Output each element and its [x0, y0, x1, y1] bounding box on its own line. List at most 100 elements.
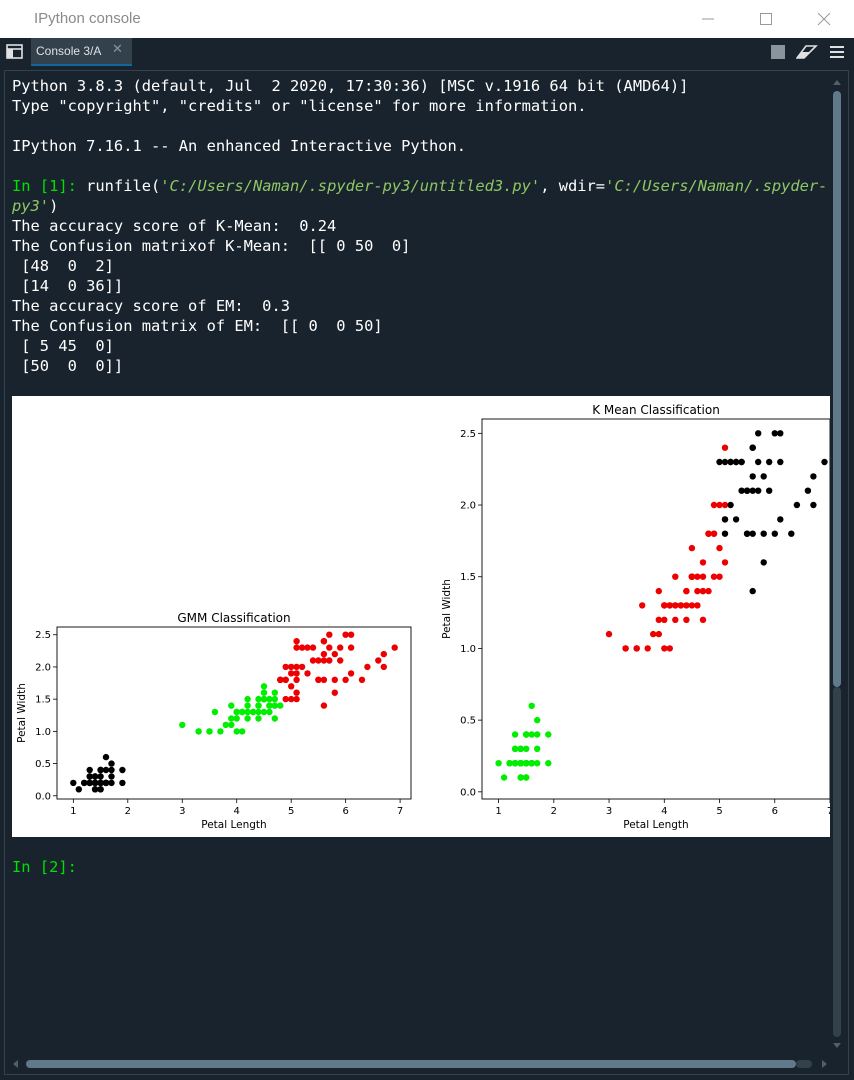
- scatter-point-red: [282, 676, 289, 683]
- scatter-point-red: [364, 663, 371, 671]
- scatter-point-red: [298, 663, 306, 671]
- scatter-point-black: [108, 773, 115, 780]
- y-tick-label: 0.0: [460, 787, 476, 798]
- x-tick-label: 7: [397, 806, 403, 817]
- scatter-point-green: [233, 708, 240, 716]
- scatter-point-black: [804, 487, 812, 494]
- scatter-point-green: [523, 774, 530, 781]
- scatter-point-red: [326, 657, 333, 664]
- y-axis-label: Petal Width: [16, 683, 28, 743]
- banner-line: IPython 7.16.1 -- An enhanced Interactiv…: [12, 137, 467, 155]
- scatter-point-red: [331, 650, 338, 658]
- scatter-point-black: [102, 766, 110, 774]
- scatter-point-green: [255, 708, 262, 716]
- x-tick-label: 4: [234, 806, 240, 817]
- points-group: [495, 430, 828, 781]
- plot-frame: [56, 626, 412, 800]
- scatter-point-black: [108, 779, 115, 787]
- scatter-point-red: [633, 645, 640, 652]
- x-axis-label: Petal Length: [623, 819, 688, 831]
- tab-console-3a[interactable]: Console 3/A ✕: [31, 38, 132, 66]
- scatter-point-green: [255, 702, 262, 709]
- scatter-point-green: [523, 745, 530, 752]
- scatter-point-red: [309, 657, 317, 664]
- scatter-point-red: [391, 644, 398, 651]
- scatter-point-green: [233, 715, 240, 722]
- scatter-point-red: [672, 602, 679, 609]
- scatter-point-black: [86, 773, 93, 780]
- scatter-point-red: [337, 657, 344, 664]
- y-tick-label: 1.5: [35, 695, 51, 706]
- scatter-point-red: [639, 602, 646, 609]
- scatter-point-green: [249, 708, 257, 716]
- scatter-point-green: [244, 708, 251, 716]
- scatter-point-green: [255, 695, 262, 703]
- y-tick-label: 2.5: [35, 630, 51, 641]
- scatter-point-red: [699, 616, 707, 623]
- scatter-point-black: [777, 430, 784, 437]
- scatter-point-red: [705, 530, 712, 537]
- scatter-point-black: [738, 458, 745, 466]
- x-tick-label: 3: [606, 806, 612, 817]
- scatter-point-red: [605, 630, 613, 638]
- scatter-point-green: [534, 745, 541, 752]
- command-text: runfile(: [76, 177, 161, 195]
- scatter-point-red: [342, 631, 349, 638]
- scatter-point-green: [500, 774, 508, 781]
- scatter-point-black: [721, 530, 729, 537]
- scatter-point-green: [523, 731, 530, 738]
- maximize-button[interactable]: [737, 0, 795, 38]
- scatter-point-black: [102, 779, 110, 787]
- scatter-point-black: [749, 444, 756, 451]
- window-title-bar[interactable]: IPython console: [0, 0, 854, 38]
- scatter-point-green: [233, 728, 240, 735]
- scatter-point-red: [347, 644, 355, 651]
- scatter-point-black: [75, 786, 82, 793]
- scatter-point-green: [517, 774, 524, 781]
- stop-icon[interactable]: [770, 44, 786, 60]
- horizontal-scrollbar[interactable]: [12, 1057, 830, 1071]
- x-tick-label: 4: [661, 806, 667, 817]
- minimize-button[interactable]: [679, 0, 737, 38]
- chart-title: K Mean Classification: [592, 403, 720, 417]
- vertical-scrollbar[interactable]: [832, 79, 842, 1049]
- scatter-point-black: [727, 458, 734, 466]
- scatter-point-black: [97, 773, 104, 780]
- eraser-icon[interactable]: [796, 44, 818, 60]
- scatter-point-red: [688, 573, 696, 580]
- left-edge: [0, 70, 4, 1080]
- scatter-point-black: [91, 779, 99, 787]
- options-menu-icon[interactable]: [829, 45, 845, 59]
- scatter-point-black: [810, 473, 817, 480]
- scatter-point-black: [793, 501, 801, 509]
- y-tick-label: 2.5: [460, 429, 476, 440]
- y-tick-label: 0.0: [35, 791, 51, 802]
- scatter-point-green: [179, 721, 186, 729]
- scatter-point-green: [244, 715, 251, 722]
- scatter-point-red: [288, 663, 295, 671]
- scatter-point-black: [108, 766, 115, 774]
- browse-tabs-icon[interactable]: [6, 44, 24, 60]
- tab-close-icon[interactable]: ✕: [112, 42, 123, 57]
- scatter-point-black: [732, 516, 740, 523]
- input-prompt-2[interactable]: In [2]:: [12, 858, 77, 876]
- scatter-point-red: [315, 657, 322, 664]
- scatter-point-green: [244, 695, 251, 703]
- scatter-point-green: [244, 702, 251, 709]
- scatter-point-red: [716, 501, 723, 509]
- scatter-point-green: [271, 702, 278, 709]
- console-output[interactable]: Python 3.8.3 (default, Jul 2 2020, 17:30…: [12, 76, 827, 376]
- wdir-argument-cont: py3': [12, 197, 50, 215]
- scatter-point-red: [699, 559, 707, 566]
- scatter-point-red: [705, 587, 712, 595]
- scatter-point-red: [694, 587, 701, 595]
- scatter-point-green: [271, 715, 278, 722]
- scatter-point-red: [347, 631, 355, 638]
- scatter-point-green: [545, 731, 552, 738]
- x-tick-label: 6: [772, 806, 778, 817]
- x-tick-label: 3: [179, 806, 185, 817]
- command-text: ): [49, 197, 59, 215]
- scatter-point-red: [683, 616, 690, 623]
- scatter-point-red: [380, 663, 387, 671]
- close-window-button[interactable]: [795, 0, 853, 38]
